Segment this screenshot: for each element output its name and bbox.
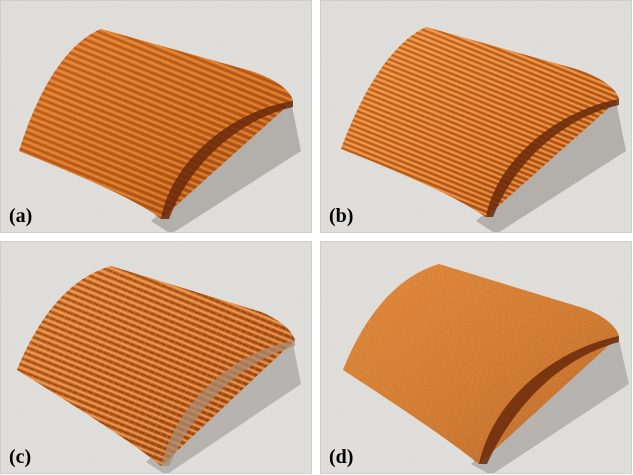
panel-b: (b) xyxy=(320,0,632,233)
panel-a-render xyxy=(1,1,311,232)
panel-label: (a) xyxy=(9,205,33,227)
panel-b-render xyxy=(321,1,631,232)
panel-label: (c) xyxy=(9,446,32,468)
panel-d-render xyxy=(321,242,631,473)
panel-c: (c) xyxy=(0,241,312,474)
panel-d: (d) xyxy=(320,241,632,474)
panel-label: (b) xyxy=(329,205,354,227)
panel-a: (a) xyxy=(0,0,312,233)
panel-c-render xyxy=(1,242,311,473)
panel-label: (d) xyxy=(329,446,354,468)
